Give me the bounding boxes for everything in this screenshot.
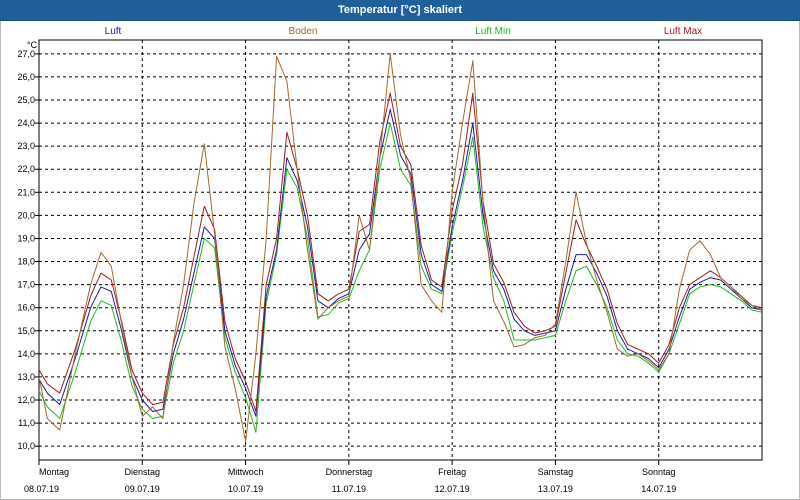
x-tick-day-label: Sonntag bbox=[642, 467, 676, 477]
x-tick-date-label: 14.07.19 bbox=[641, 484, 676, 494]
legend-entry-luft-min: Luft Min bbox=[475, 26, 511, 37]
x-axis-ticks: Montag 08.07.19 Dienstag 09.07.19 Mittwoch 10… bbox=[24, 460, 676, 494]
legend-entry-boden: Boden bbox=[289, 26, 318, 37]
y-tick-label: 10,0 bbox=[17, 441, 35, 451]
x-tick-day-label: Montag bbox=[39, 467, 69, 477]
series-lines bbox=[38, 53, 763, 442]
y-tick-label: 18,0 bbox=[17, 257, 35, 267]
y-tick-label: 20,0 bbox=[17, 210, 35, 220]
x-tick-date-label: 12.07.19 bbox=[435, 484, 470, 494]
x-tick-day-label: Samstag bbox=[538, 467, 574, 477]
legend: Luft Boden Luft Min Luft Max bbox=[105, 26, 703, 37]
y-tick-label: 25,0 bbox=[17, 95, 35, 105]
y-tick-label: 12,0 bbox=[17, 395, 35, 405]
y-tick-label: 21,0 bbox=[17, 187, 35, 197]
y-tick-label: 14,0 bbox=[17, 349, 35, 359]
legend-entry-luft-max: Luft Max bbox=[664, 26, 702, 37]
plot-area bbox=[38, 39, 763, 461]
y-axis-label: °C bbox=[27, 40, 38, 50]
y-tick-label: 27,0 bbox=[17, 49, 35, 59]
title-bar: Temperatur [°C] skaliert bbox=[0, 0, 800, 21]
x-tick-date-label: 09.07.19 bbox=[125, 484, 160, 494]
legend-entry-luft: Luft bbox=[105, 26, 122, 37]
x-tick-date-label: 13.07.19 bbox=[538, 484, 573, 494]
x-tick-date-label: 08.07.19 bbox=[24, 484, 59, 494]
series-line-luft-max bbox=[38, 92, 763, 412]
y-tick-label: 15,0 bbox=[17, 326, 35, 336]
x-tick-day-label: Donnerstag bbox=[326, 467, 373, 477]
y-tick-label: 22,0 bbox=[17, 164, 35, 174]
series-line-luft-min bbox=[38, 122, 763, 433]
x-tick-date-label: 11.07.19 bbox=[332, 484, 366, 494]
series-line-luft bbox=[38, 108, 763, 417]
x-tick-day-label: Freitag bbox=[438, 467, 466, 477]
y-axis-ticks: 10,0 11,0 12,0 13,0 14,0 15,0 16,0 17,0 18,0 19,0… bbox=[17, 49, 39, 451]
chart-title: Temperatur [°C] skaliert bbox=[337, 4, 462, 16]
y-tick-label: 16,0 bbox=[17, 303, 35, 313]
y-tick-label: 13,0 bbox=[17, 372, 35, 382]
x-tick-day-label: Dienstag bbox=[125, 467, 161, 477]
x-tick-date-label: 10.07.19 bbox=[228, 484, 263, 494]
y-tick-label: 26,0 bbox=[17, 72, 35, 82]
y-tick-label: 11,0 bbox=[18, 418, 35, 428]
series-line-boden bbox=[38, 53, 763, 442]
x-tick-day-label: Mittwoch bbox=[228, 467, 264, 477]
y-tick-label: 23,0 bbox=[17, 141, 35, 151]
y-tick-label: 24,0 bbox=[17, 118, 35, 128]
grid-lines bbox=[39, 40, 762, 460]
y-tick-label: 17,0 bbox=[17, 280, 35, 290]
y-tick-label: 19,0 bbox=[17, 233, 35, 243]
